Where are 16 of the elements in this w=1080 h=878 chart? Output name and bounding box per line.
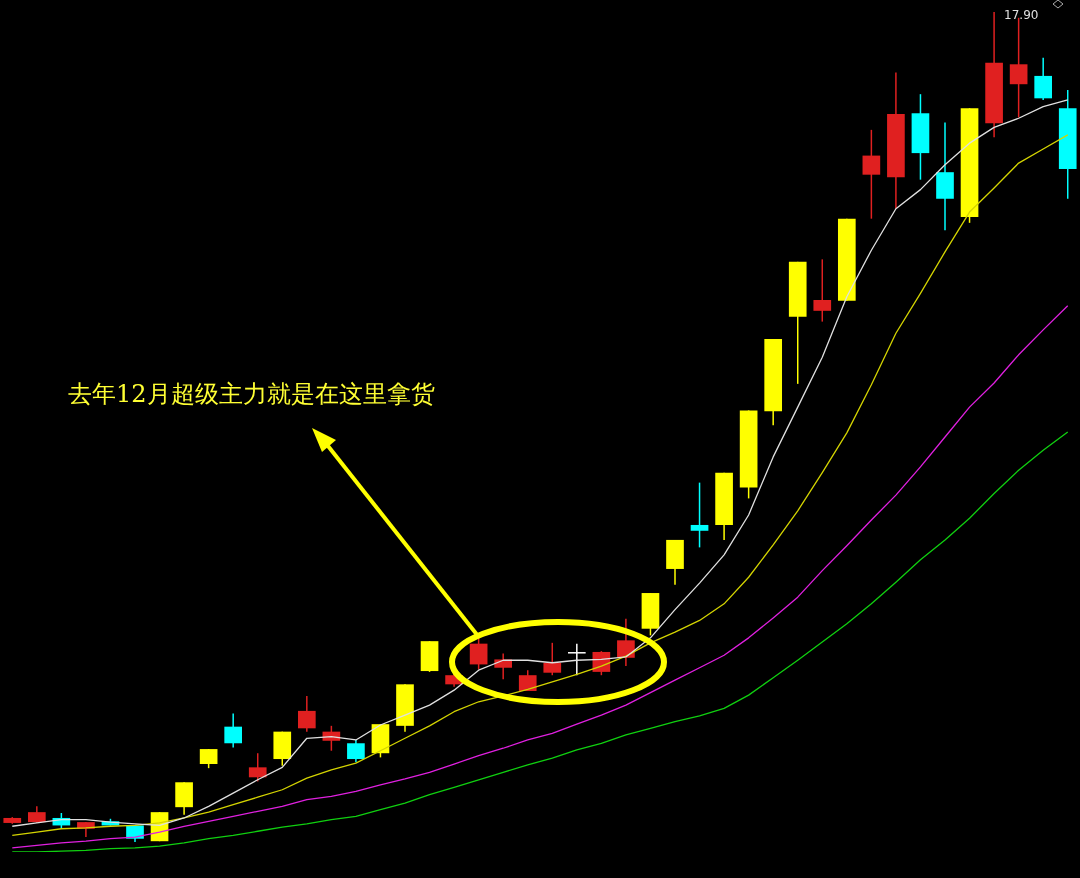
candlestick (813, 258, 832, 323)
candlestick (543, 642, 562, 676)
candlestick (469, 637, 488, 671)
candlestick (617, 618, 635, 667)
candlestick (224, 712, 243, 749)
candlestick (862, 129, 881, 220)
candlestick (518, 669, 537, 692)
candlestick (199, 748, 218, 769)
candlestick (690, 481, 709, 549)
annotation: 去年12月超级主力就是在这里拿货 (68, 379, 435, 410)
candlestick (297, 695, 316, 733)
annotation: 17.90 (1004, 8, 1039, 22)
candlestick (347, 739, 365, 764)
candlestick (567, 642, 587, 676)
candlestick (1034, 56, 1053, 101)
candlestick (1009, 17, 1028, 119)
